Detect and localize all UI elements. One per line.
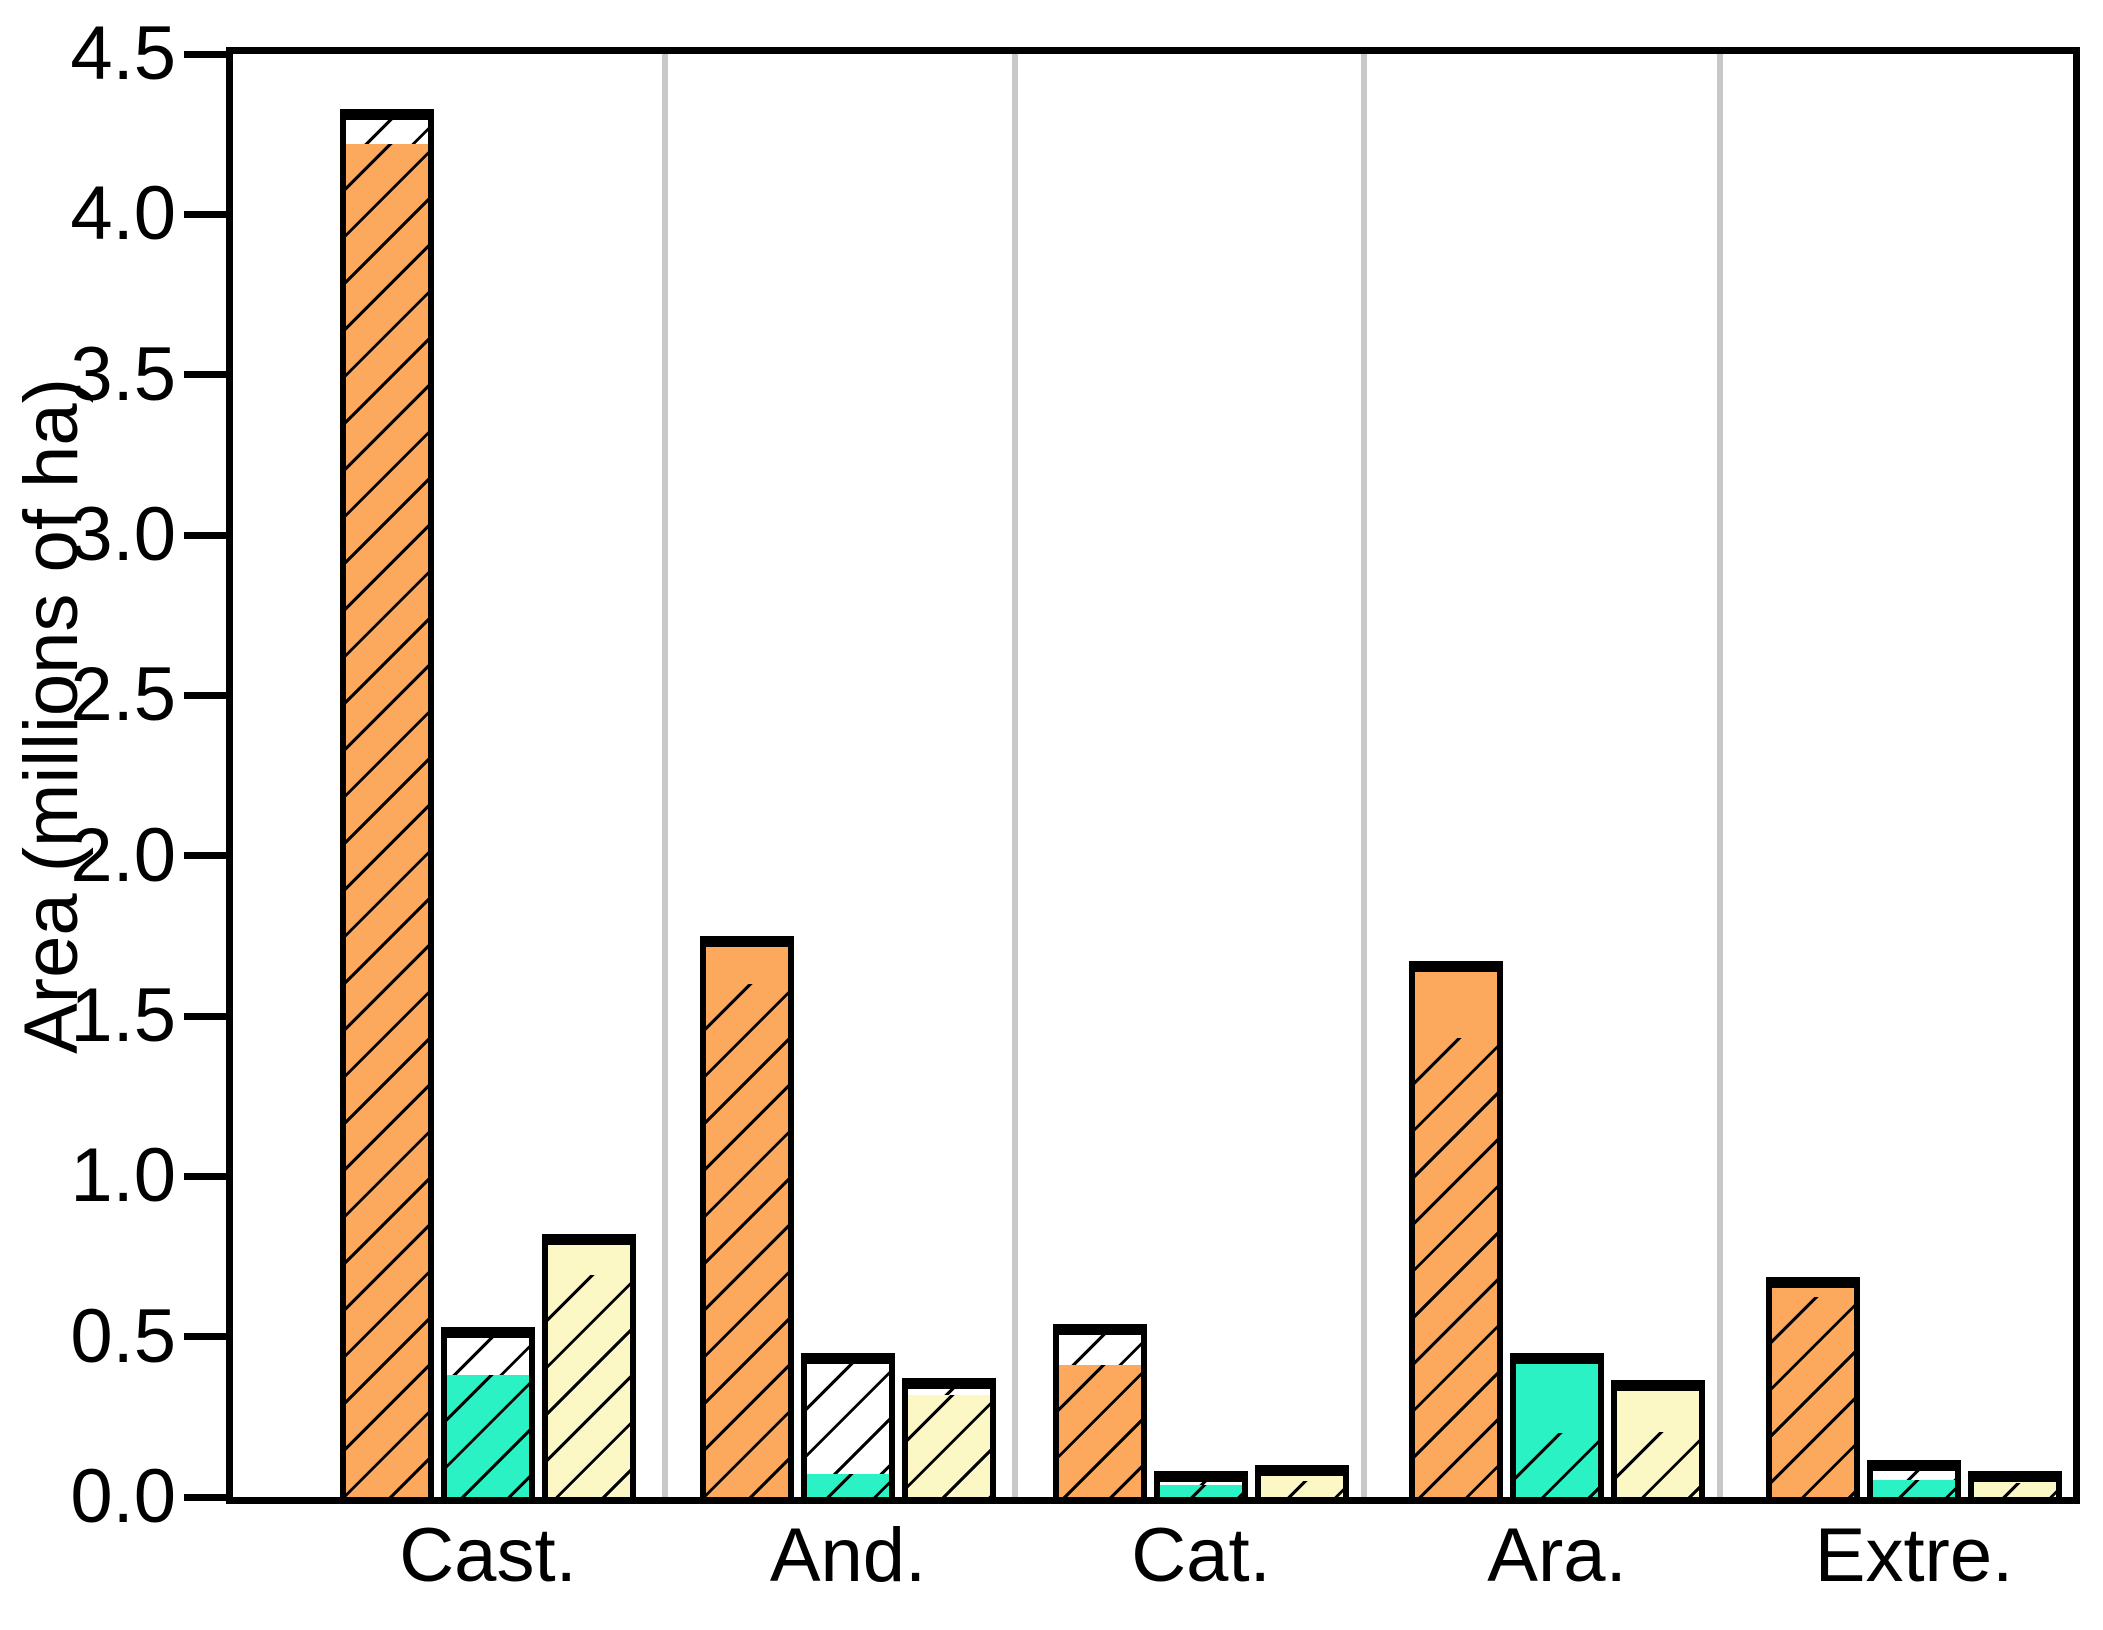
group-separator-line: [662, 54, 668, 1497]
x-axis-label: Cat.: [1131, 1513, 1271, 1598]
y-tick-label: 4.5: [70, 11, 176, 96]
bar-segment-cyan-hatched: [1516, 1433, 1598, 1497]
bar-segment-yellow-hatched: [908, 1395, 990, 1497]
bar-ara-orange: [1409, 961, 1503, 1503]
bar-segment-yellow-solid: [1261, 1471, 1343, 1481]
bar-segment-cyan-hatched: [1160, 1485, 1242, 1497]
bar-segment-yellow-hatched: [1617, 1432, 1699, 1497]
x-axis-label: And.: [769, 1513, 927, 1598]
bar-segment-yellow-hatched: [1974, 1483, 2056, 1497]
bar-cat-cyan: [1154, 1471, 1248, 1503]
bar-segment-white-hatched: [1160, 1477, 1242, 1485]
y-tick: [184, 1494, 226, 1501]
y-tick-label: 2.5: [70, 652, 176, 737]
y-tick: [184, 692, 226, 699]
y-tick-label: 3.5: [70, 332, 176, 417]
bar-segment-cyan-solid: [1516, 1359, 1598, 1433]
bar-ara-yellow: [1611, 1380, 1705, 1503]
bar-segment-orange-solid: [1415, 967, 1497, 1038]
y-tick: [184, 532, 226, 539]
bar-segment-yellow-solid: [1617, 1386, 1699, 1432]
bar-segment-orange-hatched: [1059, 1365, 1141, 1497]
bar-segment-orange-hatched: [1772, 1297, 1854, 1497]
bar-cast-cyan: [441, 1327, 535, 1503]
bar-cast-yellow: [542, 1234, 636, 1503]
x-axis-label: Extre.: [1814, 1513, 2014, 1598]
bar-cat-orange: [1053, 1324, 1147, 1503]
bar-ara-cyan: [1510, 1353, 1604, 1503]
bar-segment-white-hatched: [908, 1384, 990, 1395]
bar-segment-cyan-hatched: [447, 1375, 529, 1497]
bar-segment-yellow-hatched: [1261, 1481, 1343, 1497]
y-tick-label: 2.0: [70, 813, 176, 898]
y-tick-label: 0.5: [70, 1294, 176, 1379]
y-tick-label: 1.0: [70, 1133, 176, 1218]
y-tick-label: 1.5: [70, 973, 176, 1058]
bar-segment-orange-hatched: [346, 144, 428, 1497]
bar-segment-cyan-hatched: [1873, 1480, 1955, 1497]
bar-segment-orange-solid: [1772, 1283, 1854, 1297]
plot-area: [226, 47, 2080, 1504]
y-tick-label: 3.0: [70, 492, 176, 577]
y-tick-label: 4.0: [70, 171, 176, 256]
bar-segment-white-hatched: [346, 115, 428, 144]
bar-segment-white-hatched: [447, 1333, 529, 1375]
group-separator-line: [1717, 54, 1723, 1497]
bar-segment-orange-hatched: [706, 984, 788, 1497]
x-axis-label: Cast.: [399, 1513, 577, 1598]
bar-and-cyan: [801, 1353, 895, 1503]
bar-extre-yellow: [1968, 1471, 2062, 1503]
bar-segment-cyan-hatched: [807, 1474, 889, 1497]
bar-cast-orange: [340, 109, 434, 1503]
group-separator-line: [1012, 54, 1018, 1497]
bar-extre-cyan: [1867, 1460, 1961, 1503]
y-tick: [184, 51, 226, 58]
bar-segment-white-hatched: [1873, 1466, 1955, 1480]
bar-segment-white-hatched: [807, 1359, 889, 1474]
y-tick: [184, 852, 226, 859]
bar-and-orange: [700, 936, 794, 1503]
bar-segment-orange-solid: [706, 942, 788, 984]
bar-segment-yellow-solid: [1974, 1477, 2056, 1483]
y-tick: [184, 371, 226, 378]
bar-segment-white-hatched: [1059, 1330, 1141, 1365]
bar-segment-yellow-hatched: [548, 1275, 630, 1497]
y-tick: [184, 1173, 226, 1180]
bar-segment-yellow-solid: [548, 1240, 630, 1275]
y-tick-label: 0.0: [70, 1454, 176, 1539]
bar-cat-yellow: [1255, 1465, 1349, 1503]
x-axis-label: Ara.: [1487, 1513, 1627, 1598]
bar-segment-orange-hatched: [1415, 1038, 1497, 1497]
group-separator-line: [1361, 54, 1367, 1497]
y-tick: [184, 211, 226, 218]
y-tick: [184, 1013, 226, 1020]
y-tick: [184, 1333, 226, 1340]
bar-and-yellow: [902, 1378, 996, 1503]
bar-extre-orange: [1766, 1277, 1860, 1503]
